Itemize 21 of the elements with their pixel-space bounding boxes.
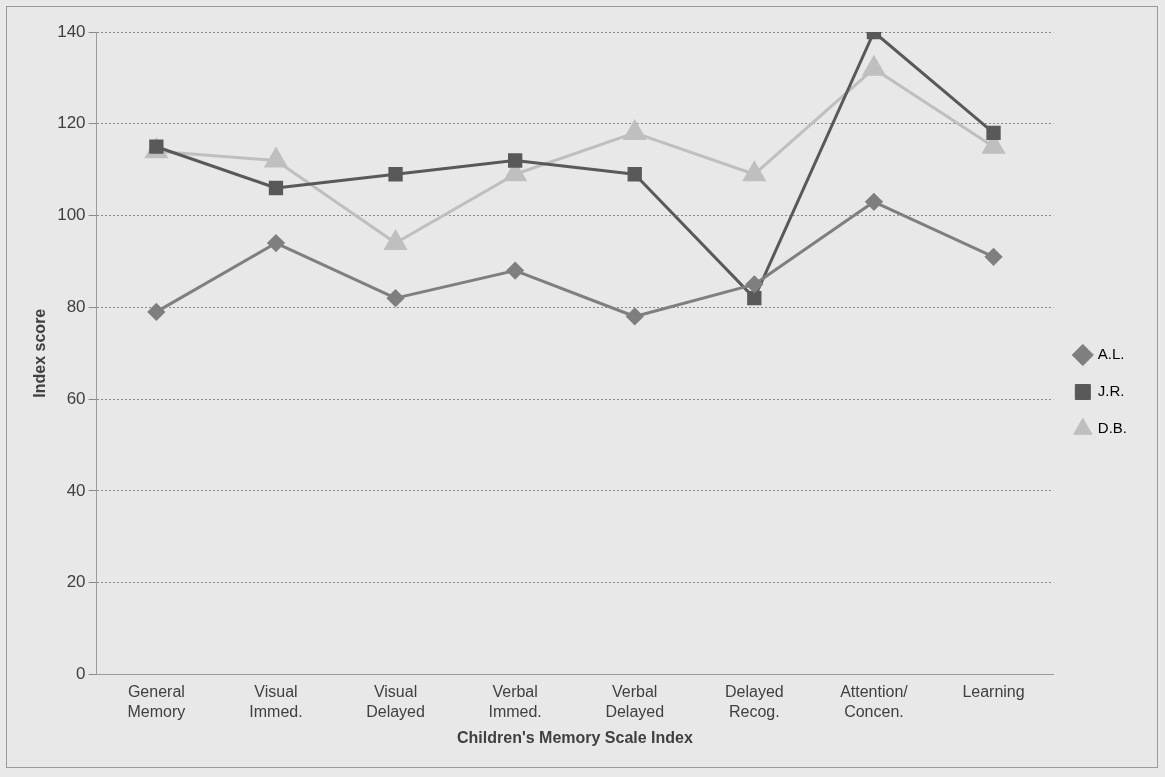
y-tick-label: 80	[66, 297, 86, 316]
x-tick-label: Visual Delayed	[366, 683, 425, 720]
y-tick-label: 40	[66, 480, 86, 500]
x-tick-label: General Memory	[127, 683, 186, 720]
x-tick-label: Visual Immed.	[249, 683, 303, 720]
x-tick-label: Learning	[962, 683, 1025, 701]
y-axis-title: Index score	[31, 308, 49, 398]
y-tick-label: 100	[57, 205, 86, 225]
legend-label: A.L.	[1097, 345, 1125, 363]
x-tick-label: Attention/ Concen.	[840, 683, 909, 720]
y-tick-label: 140	[57, 21, 86, 41]
y-tick-label: 120	[57, 113, 86, 133]
x-tick-label: Delayed Recog.	[724, 683, 784, 720]
y-tick-label: 20	[66, 572, 86, 592]
y-tick-label: 0	[76, 664, 86, 684]
legend-label: D.B.	[1097, 419, 1128, 437]
x-axis-title: Children's Memory Scale Index	[457, 728, 693, 746]
x-tick-label: Verbal Immed.	[488, 683, 542, 720]
legend-label: J.R.	[1097, 382, 1125, 400]
x-tick-label: Verbal Delayed	[605, 683, 665, 720]
y-tick-label: 60	[66, 388, 86, 408]
